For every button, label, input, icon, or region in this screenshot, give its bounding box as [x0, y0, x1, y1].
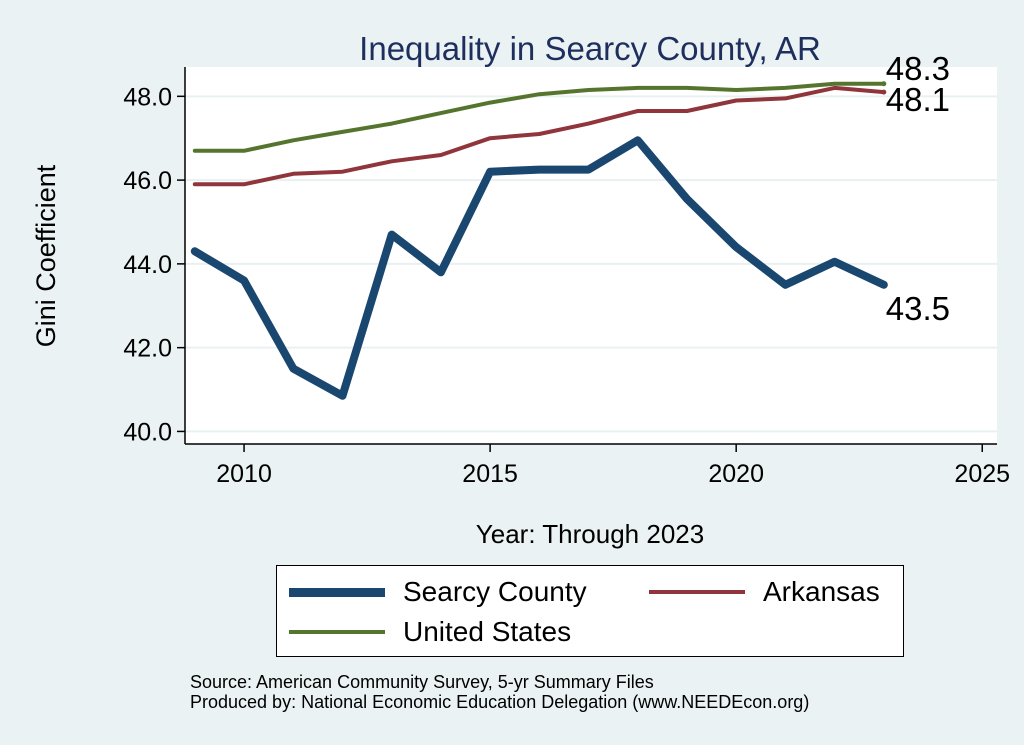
producer-line: Produced by: National Economic Education…	[190, 692, 810, 712]
legend-label: United States	[403, 616, 572, 647]
series-end-point-searcy-county	[881, 282, 887, 288]
x-tick-label: 2025	[954, 460, 1010, 488]
legend-swatch-searcy-county	[289, 587, 385, 597]
end-label-searcy-county: 43.5	[886, 290, 950, 327]
grid-lines	[185, 95, 997, 433]
y-tick-label: 42.0	[123, 335, 172, 363]
legend-item-searcy-county: Searcy County	[289, 576, 587, 608]
legend-label: Searcy County	[403, 576, 587, 607]
legend-swatch-united-states	[289, 630, 385, 634]
series-end-point-united-states	[881, 81, 887, 87]
y-tick-label: 46.0	[123, 167, 172, 195]
end-label-united-states: 48.3	[886, 50, 950, 87]
legend-label: Arkansas	[763, 576, 880, 607]
y-tick-label: 44.0	[123, 251, 172, 279]
legend-swatch-arkansas	[649, 590, 745, 594]
x-axis-label: Year: Through 2023	[476, 519, 704, 549]
legend-item-united-states: United States	[289, 616, 571, 648]
series-line-united-states	[192, 81, 886, 153]
chart-title: Inequality in Searcy County, AR	[359, 30, 821, 67]
series-line-arkansas	[192, 85, 886, 187]
x-tick-label: 2020	[708, 460, 764, 488]
y-tick-label: 40.0	[123, 418, 172, 446]
source-note: Source: American Community Survey, 5-yr …	[190, 672, 809, 712]
y-tick-label: 48.0	[123, 83, 172, 111]
end-label-arkansas: 48.1	[886, 81, 950, 118]
end-labels: 43.5 48.148.3	[886, 50, 950, 327]
source-line: Source: American Community Survey, 5-yr …	[190, 672, 654, 692]
series-line-searcy-county	[190, 136, 888, 400]
legend: Searcy County Arkansas United States	[276, 565, 904, 657]
axes: 40.0 42.0 44.0 46.0 48.0 2010 2015 2020 2025	[123, 67, 1010, 488]
y-axis-label: Gini Coefficient	[31, 164, 61, 347]
x-tick-label: 2015	[462, 460, 518, 488]
legend-item-arkansas: Arkansas	[649, 576, 880, 608]
x-tick-label: 2010	[216, 460, 272, 488]
series-end-point-arkansas	[881, 89, 887, 95]
series-layer	[190, 81, 888, 400]
